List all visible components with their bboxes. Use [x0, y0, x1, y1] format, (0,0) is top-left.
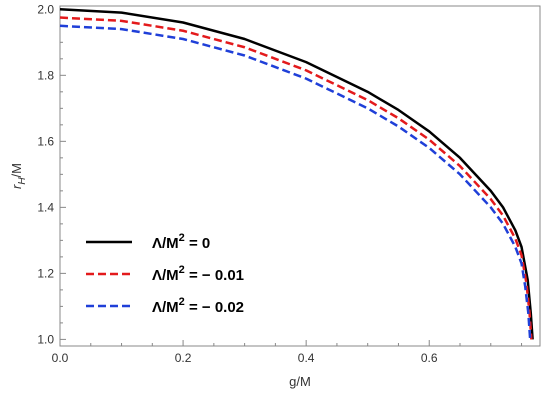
legend-label-0: Λ/M2 = 0: [152, 232, 210, 252]
x-tick-label: 0.2: [175, 351, 192, 365]
plot-frame: [59, 5, 541, 347]
legend: Λ/M2 = 0Λ/M2 = − 0.01Λ/M2 = − 0.02: [86, 232, 244, 316]
legend-label-base: Λ/M: [152, 235, 179, 252]
y-tick-label: 1.8: [37, 68, 54, 82]
x-tick-label: 0.4: [298, 351, 315, 365]
series-line-1: [59, 16, 533, 340]
legend-label-base: Λ/M: [152, 267, 179, 284]
series-line-2: [59, 24, 532, 340]
y-axis-title-rest: /M: [9, 163, 24, 177]
y-axis-title: rH/M: [9, 163, 28, 189]
legend-label-sup: 2: [179, 264, 185, 276]
x-tick-label: 0.0: [52, 351, 69, 365]
legend-label-tail: = − 0.01: [185, 267, 244, 284]
y-tick-label: 1.0: [37, 332, 54, 346]
y-tick-label: 2.0: [37, 2, 54, 16]
x-axis: 0.0 0.2 0.4 0.6: [52, 340, 523, 365]
y-axis: 1.0 1.2 1.4 1.6 1.8 2.0: [37, 2, 66, 346]
legend-label-tail: = − 0.02: [185, 299, 244, 316]
legend-label-base: Λ/M: [152, 299, 179, 316]
y-tick-label: 1.2: [37, 266, 54, 280]
legend-label-1: Λ/M2 = − 0.01: [152, 264, 244, 284]
y-tick-label: 1.4: [37, 200, 54, 214]
legend-label-sup: 2: [179, 296, 185, 308]
legend-label-tail: = 0: [185, 235, 210, 252]
y-axis-title-sub: H: [17, 177, 28, 185]
y-tick-label: 1.6: [37, 134, 54, 148]
x-tick-label: 0.6: [421, 351, 438, 365]
y-axis-title-main: r: [9, 184, 24, 189]
legend-label-2: Λ/M2 = − 0.02: [152, 296, 244, 316]
series-layer: [59, 8, 534, 340]
x-axis-title: g/M: [289, 374, 311, 389]
legend-label-sup: 2: [179, 232, 185, 244]
series-line-0: [59, 8, 534, 340]
